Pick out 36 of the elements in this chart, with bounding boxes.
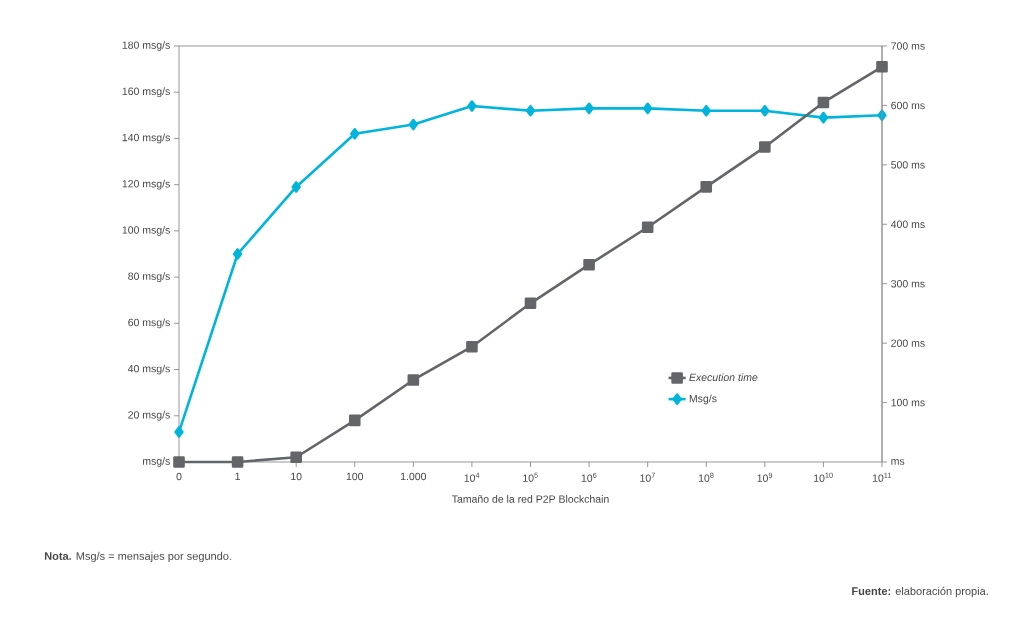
y2-tick-label: 100 ms — [891, 398, 925, 407]
y-tick-label: msg/s — [143, 457, 170, 467]
legend-label: Msg/s — [689, 394, 717, 405]
x-tick-label: 0 — [176, 472, 182, 481]
y-tick-label: 80 msg/s — [128, 272, 170, 282]
y-tick-label: 160 msg/s — [122, 87, 170, 98]
y2-tick-label: 200 ms — [891, 339, 925, 347]
y-tick-label: 140 msg/s — [122, 133, 170, 144]
text: Fuente: elaboración propia. — [852, 586, 988, 598]
x-axis-title: Tamaño de la red P2P Blockchain — [451, 495, 609, 503]
x-tick-label: 10$^{10}$ — [814, 472, 833, 482]
y-tick-label: 40 msg/s — [127, 364, 170, 375]
y2-tick-label: 600 ms — [891, 101, 925, 110]
y2-tick-label: ms — [891, 459, 905, 465]
x-tick-label: 10$^{8}$ — [698, 472, 714, 482]
y-tick-label: 120 msg/s — [122, 179, 170, 190]
y-tick-label: 100 msg/s — [122, 225, 170, 236]
x-tick-label: 1.000 — [401, 472, 427, 481]
text: Nota. Msg/s = mensajes por segundo. — [44, 551, 231, 563]
y-tick-label: 180 msg/s — [122, 41, 170, 51]
x-tick-label: 10$^{5}$ — [523, 472, 538, 482]
x-tick-label: 10$^{11}$ — [872, 472, 892, 482]
x-tick-label: 10 — [291, 472, 302, 481]
x-tick-label: 1 — [235, 472, 240, 480]
x-tick-label: 10$^{6}$ — [581, 472, 597, 482]
y-tick-label: 20 msg/s — [128, 410, 170, 421]
y2-tick-label: 500 ms — [891, 161, 925, 169]
y2-tick-label: 700 ms — [891, 42, 925, 50]
legend-label: Execution time — [689, 373, 758, 382]
y2-tick-label: 400 ms — [890, 220, 925, 228]
y2-tick-label: 300 ms — [891, 279, 925, 288]
x-tick-label: 10$^{4}$ — [464, 472, 480, 482]
y-tick-label: 60 msg/s — [128, 318, 170, 329]
x-tick-label: 10$^{7}$ — [640, 472, 655, 482]
x-tick-label: 100 — [346, 472, 364, 481]
x-tick-label: 10$^{9}$ — [757, 472, 773, 482]
